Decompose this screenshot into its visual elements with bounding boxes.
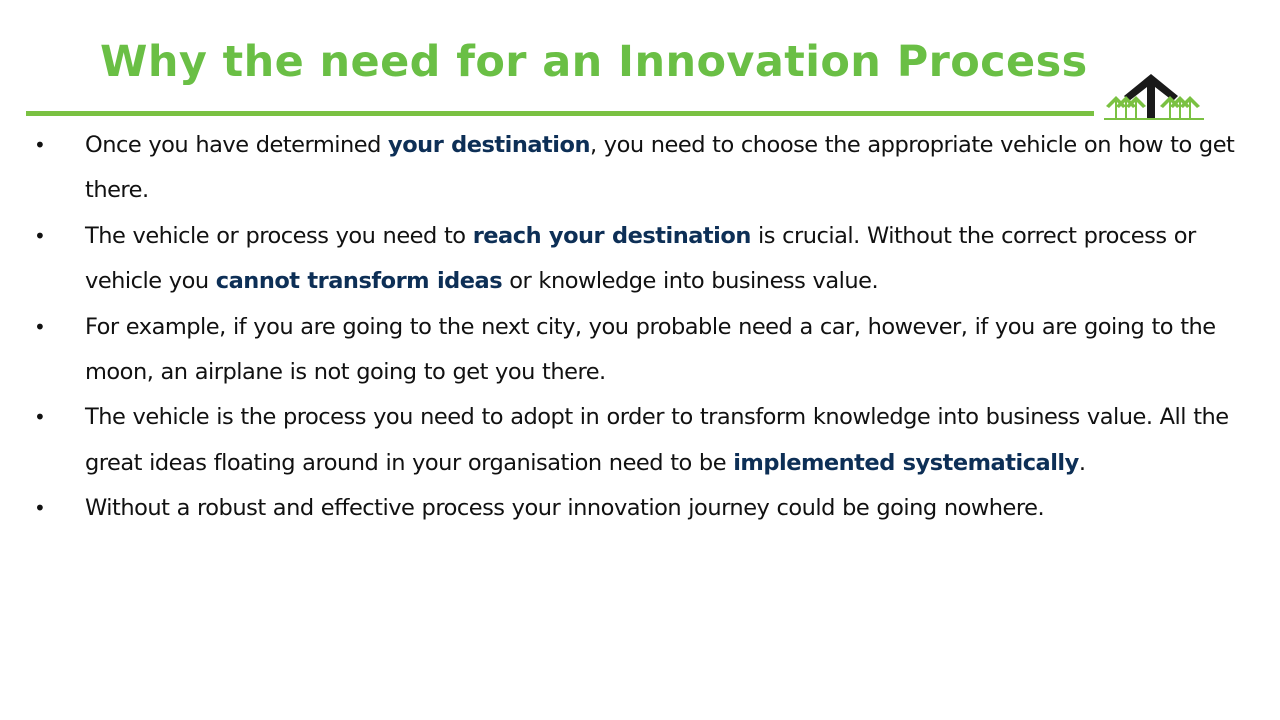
bullet-dot: • [34,223,46,248]
title-underline [26,111,1094,116]
bullet-item: • For example, if you are going to the ne… [0,305,1280,396]
bullet-text: Once you have determined [85,132,389,158]
highlighted-text: reach your destination [472,222,752,249]
upward-arrows-logo-icon [1104,74,1204,120]
bullet-text: . [1078,449,1086,476]
bullet-item: • The vehicle or process you need to reac… [0,214,1280,305]
highlighted-text: cannot transform ideas [215,268,503,295]
bullet-dot: • [34,496,46,521]
bullet-text: , you need to choose the appropriate veh… [85,132,1235,204]
bullet-dot: • [34,133,46,157]
bullet-text: The vehicle is the process you need to a… [85,404,1229,476]
bullet-text: For example, if you are going to the nex… [85,313,1216,386]
bullet-item: • The vehicle is the process you need to … [0,395,1280,486]
bullet-text: The vehicle or process you need to [85,222,473,249]
highlighted-text: implemented systematically [733,449,1079,476]
company-logo [1104,70,1204,122]
bullet-item: • Without a robust and effective process … [0,486,1280,531]
bullet-text: or knowledge into business value. [502,268,879,295]
bullet-list: • Once you have determined your destinati… [0,123,1280,532]
bullet-text: is crucial. Without the correct process … [85,222,1196,295]
bullet-item: • Once you have determined your destinati… [0,123,1280,214]
bullet-dot: • [34,405,46,430]
bullet-dot: • [34,314,46,339]
highlighted-text: your destination [388,132,590,158]
slide-title: Why the need for an Innovation Process [100,37,1088,87]
bullet-text: Without a robust and effective process y… [85,495,1045,522]
